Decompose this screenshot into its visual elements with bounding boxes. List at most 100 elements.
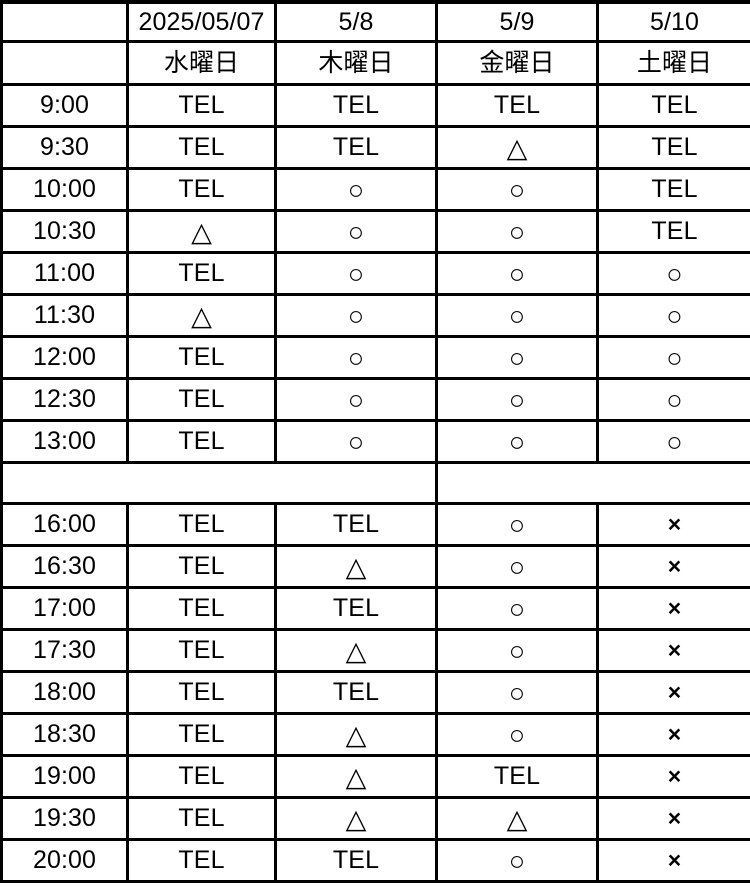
limited-triangle-icon: △: [345, 636, 367, 666]
slot-cell[interactable]: TEL: [126, 377, 277, 422]
tel-label: TEL: [178, 91, 225, 119]
slot-cell[interactable]: TEL: [126, 670, 277, 715]
available-circle-icon: ○: [508, 175, 526, 205]
slot-cell[interactable]: ×: [596, 502, 750, 547]
slot-cell[interactable]: ×: [596, 586, 750, 631]
slot-cell[interactable]: TEL: [596, 83, 750, 128]
slot-cell[interactable]: TEL: [126, 754, 277, 799]
limited-triangle-icon: △: [506, 133, 528, 163]
tel-label: TEL: [332, 678, 380, 706]
available-circle-icon: ○: [347, 217, 365, 247]
slot-cell[interactable]: TEL: [596, 167, 750, 212]
slot-cell[interactable]: △: [274, 628, 438, 673]
slot-cell[interactable]: △: [274, 754, 438, 799]
slot-cell[interactable]: ×: [596, 754, 750, 799]
slot-cell[interactable]: ○: [274, 209, 438, 254]
available-circle-icon: ○: [347, 385, 365, 415]
slot-cell[interactable]: ○: [435, 293, 599, 338]
slot-cell[interactable]: TEL: [126, 586, 277, 631]
time-label: 12:30: [0, 377, 129, 422]
slot-cell[interactable]: TEL: [274, 838, 438, 883]
time-label: 19:30: [0, 796, 129, 841]
slot-cell[interactable]: ○: [435, 251, 599, 296]
tel-label: TEL: [178, 385, 225, 413]
slot-cell[interactable]: TEL: [274, 670, 438, 715]
available-circle-icon: ○: [666, 385, 683, 415]
slot-cell[interactable]: TEL: [126, 419, 277, 464]
slot-cell[interactable]: ○: [274, 251, 438, 296]
column-header-weekday-d2: 金曜日: [435, 40, 599, 86]
slot-cell[interactable]: ○: [274, 419, 438, 464]
slot-cell[interactable]: ×: [596, 838, 750, 883]
column-header-weekday-d1: 木曜日: [274, 40, 438, 86]
slot-cell[interactable]: ○: [435, 586, 599, 631]
slot-cell[interactable]: ○: [435, 419, 599, 464]
slot-cell[interactable]: TEL: [126, 796, 277, 841]
slot-cell[interactable]: ○: [596, 377, 750, 422]
slot-cell[interactable]: TEL: [596, 209, 750, 254]
slot-cell[interactable]: ×: [596, 628, 750, 673]
slot-cell[interactable]: △: [126, 209, 277, 254]
slot-cell[interactable]: TEL: [435, 83, 599, 128]
slot-cell[interactable]: ○: [435, 628, 599, 673]
slot-cell[interactable]: ○: [435, 377, 599, 422]
slot-cell[interactable]: TEL: [596, 125, 750, 170]
slot-cell[interactable]: ○: [435, 209, 599, 254]
schedule-row: 10:30 △ ○ ○ TEL: [0, 209, 750, 254]
slot-cell[interactable]: ○: [435, 838, 599, 883]
header-corner-blank-2: [0, 40, 129, 86]
slot-cell[interactable]: TEL: [126, 502, 277, 547]
slot-cell[interactable]: ○: [596, 335, 750, 380]
tel-label: TEL: [178, 636, 225, 664]
slot-cell[interactable]: TEL: [274, 502, 438, 547]
slot-cell[interactable]: TEL: [126, 83, 277, 128]
time-label: 20:00: [0, 838, 129, 883]
slot-cell[interactable]: TEL: [126, 167, 277, 212]
slot-cell[interactable]: ○: [596, 251, 750, 296]
tel-label: TEL: [178, 175, 225, 203]
slot-cell[interactable]: △: [435, 796, 599, 841]
tel-label: TEL: [178, 720, 225, 748]
slot-cell[interactable]: TEL: [126, 712, 277, 757]
slot-cell[interactable]: ×: [596, 712, 750, 757]
slot-cell[interactable]: ×: [596, 544, 750, 589]
available-circle-icon: ○: [666, 301, 683, 331]
schedule-row: 18:30 TEL △ ○ ×: [0, 712, 750, 757]
slot-cell[interactable]: ○: [435, 670, 599, 715]
slot-cell[interactable]: ○: [435, 544, 599, 589]
slot-cell[interactable]: ○: [274, 167, 438, 212]
slot-cell[interactable]: ○: [596, 419, 750, 464]
time-label: 17:00: [0, 586, 129, 631]
tel-label: TEL: [178, 594, 225, 622]
slot-cell[interactable]: △: [274, 712, 438, 757]
header-row-dates: 2025/05/07 5/8 5/9 5/10: [0, 0, 750, 43]
slot-cell[interactable]: △: [126, 293, 277, 338]
slot-cell[interactable]: ×: [596, 670, 750, 715]
available-circle-icon: ○: [508, 385, 526, 415]
slot-cell[interactable]: ○: [274, 293, 438, 338]
slot-cell[interactable]: △: [435, 125, 599, 170]
slot-cell[interactable]: TEL: [126, 251, 277, 296]
available-circle-icon: ○: [666, 259, 683, 289]
slot-cell[interactable]: TEL: [274, 586, 438, 631]
slot-cell[interactable]: ○: [435, 502, 599, 547]
slot-cell[interactable]: ○: [274, 335, 438, 380]
slot-cell[interactable]: ×: [596, 796, 750, 841]
slot-cell[interactable]: TEL: [126, 628, 277, 673]
slot-cell[interactable]: ○: [435, 167, 599, 212]
slot-cell[interactable]: ○: [435, 712, 599, 757]
slot-cell[interactable]: △: [274, 544, 438, 589]
unavailable-cross-icon: ×: [667, 511, 682, 537]
slot-cell[interactable]: TEL: [126, 838, 277, 883]
available-circle-icon: ○: [347, 427, 365, 457]
slot-cell[interactable]: TEL: [126, 544, 277, 589]
slot-cell[interactable]: ○: [596, 293, 750, 338]
slot-cell[interactable]: TEL: [274, 125, 438, 170]
slot-cell[interactable]: ○: [435, 335, 599, 380]
slot-cell[interactable]: TEL: [126, 125, 277, 170]
slot-cell[interactable]: ○: [274, 377, 438, 422]
slot-cell[interactable]: TEL: [274, 83, 438, 128]
slot-cell[interactable]: △: [274, 796, 438, 841]
slot-cell[interactable]: TEL: [126, 335, 277, 380]
slot-cell[interactable]: TEL: [435, 754, 599, 799]
